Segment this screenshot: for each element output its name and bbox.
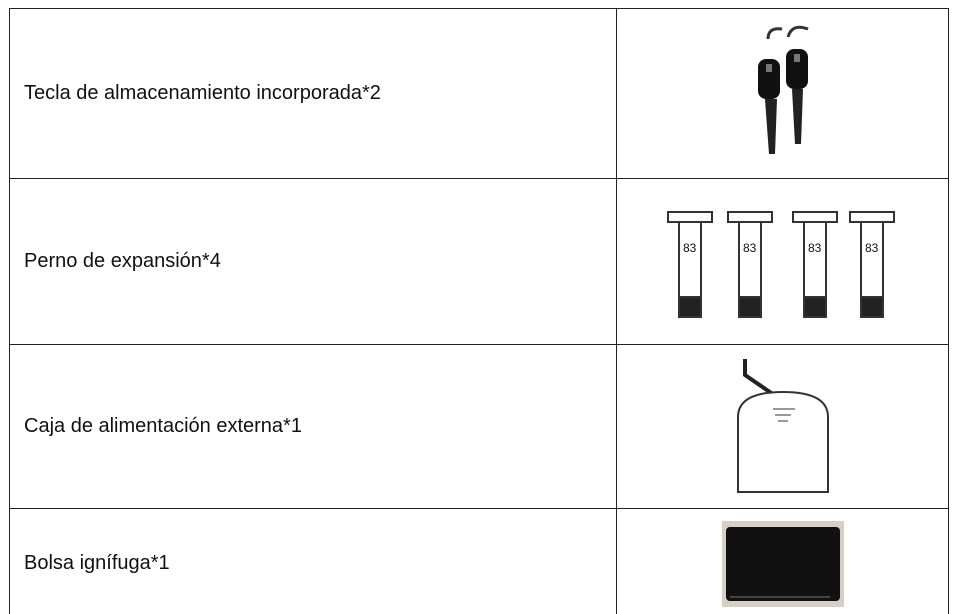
item-label: Tecla de almacenamiento incorporada*2 <box>9 8 617 179</box>
svg-text:83: 83 <box>743 241 757 255</box>
item-label: Perno de expansión*4 <box>9 178 617 345</box>
table-row: Tecla de almacenamiento incorporada*2 <box>9 8 949 179</box>
table-row: Perno de expansión*4 83 83 83 83 <box>9 178 949 345</box>
svg-text:83: 83 <box>865 241 879 255</box>
table-row: Caja de alimentación externa*1 <box>9 344 949 509</box>
bolts-icon: 83 83 83 83 <box>666 210 895 318</box>
svg-text:83: 83 <box>808 241 822 255</box>
power-box-icon <box>736 358 829 493</box>
item-label: Caja de alimentación externa*1 <box>9 344 617 509</box>
accessory-table: Tecla de almacenamiento incorporada*2 Pe… <box>9 8 949 614</box>
bag-icon <box>721 520 844 607</box>
item-image-cell: 83 83 83 83 <box>616 178 949 345</box>
item-label: Bolsa ignífuga*1 <box>9 508 617 614</box>
svg-text:83: 83 <box>683 241 697 255</box>
keys-icon <box>757 25 809 154</box>
item-image-cell <box>616 8 949 179</box>
item-image-cell <box>616 508 949 614</box>
item-image-cell <box>616 344 949 509</box>
table-row: Bolsa ignífuga*1 <box>9 508 949 614</box>
